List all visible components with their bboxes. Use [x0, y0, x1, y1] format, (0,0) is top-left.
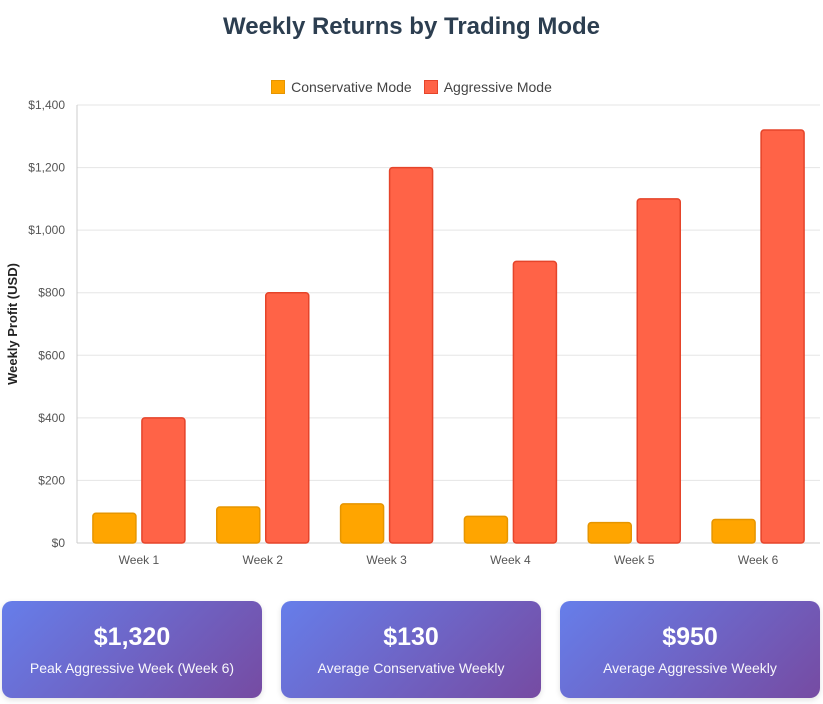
stat-card-avg-aggressive: $950 Average Aggressive Weekly [560, 601, 820, 698]
legend-swatch-aggressive [423, 80, 438, 94]
stat-card-peak-aggressive: $1,320 Peak Aggressive Week (Week 6) [2, 601, 262, 698]
bar-aggressive [760, 129, 805, 544]
legend-swatch-conservative [271, 80, 286, 94]
stat-cards: $1,320 Peak Aggressive Week (Week 6) $13… [0, 601, 823, 698]
bar-aggressive [388, 166, 434, 544]
stat-label: Average Conservative Weekly [317, 660, 505, 676]
legend-label-conservative: Conservative Mode [291, 79, 412, 95]
bar-aggressive [512, 260, 558, 544]
x-tick-label: Week 2 [243, 553, 284, 567]
x-tick-label: Week 3 [366, 553, 407, 567]
stat-card-avg-conservative: $130 Average Conservative Weekly [281, 601, 541, 698]
chart-title: Weekly Returns by Trading Mode [223, 13, 600, 40]
y-tick-label: $0 [52, 536, 66, 550]
y-tick-label: $800 [38, 286, 65, 300]
chart-legend: Conservative Mode Aggressive Mode [0, 79, 823, 95]
x-tick-label: Week 1 [119, 553, 160, 567]
bar-aggressive [636, 198, 681, 544]
y-tick-label: $1,200 [28, 161, 65, 175]
x-tick-label: Week 6 [738, 553, 779, 567]
stat-label: Peak Aggressive Week (Week 6) [29, 660, 235, 676]
stat-value: $950 [662, 623, 718, 651]
bar-conservative [339, 503, 385, 544]
y-tick-label: $400 [38, 411, 65, 425]
bar-aggressive [265, 291, 310, 544]
x-tick-label: Week 4 [490, 553, 531, 567]
bar-chart: $0 $200 $400 $600 $800 $1,000 $1,200 $1,400 Week… [5, 98, 820, 567]
bar-conservative [463, 515, 509, 544]
stat-value: $130 [383, 623, 439, 651]
bar-conservative [711, 518, 756, 544]
y-tick-label: $600 [38, 348, 65, 362]
stat-label: Average Aggressive Weekly [603, 660, 777, 676]
y-axis-title: Weekly Profit (USD) [5, 263, 20, 385]
bar-aggressive [141, 417, 186, 544]
legend-item-aggressive[interactable]: Aggressive Mode [423, 79, 552, 95]
bar-conservative [216, 506, 261, 544]
legend-label-aggressive: Aggressive Mode [443, 79, 552, 95]
bar-conservative [92, 512, 137, 544]
bar-conservative [587, 521, 632, 544]
stat-value: $1,320 [93, 623, 171, 651]
y-tick-label: $200 [38, 473, 65, 487]
y-tick-label: $1,000 [28, 223, 65, 237]
legend-item-conservative[interactable]: Conservative Mode [271, 79, 412, 95]
y-tick-label: $1,400 [28, 98, 65, 112]
x-tick-label: Week 5 [614, 553, 655, 567]
